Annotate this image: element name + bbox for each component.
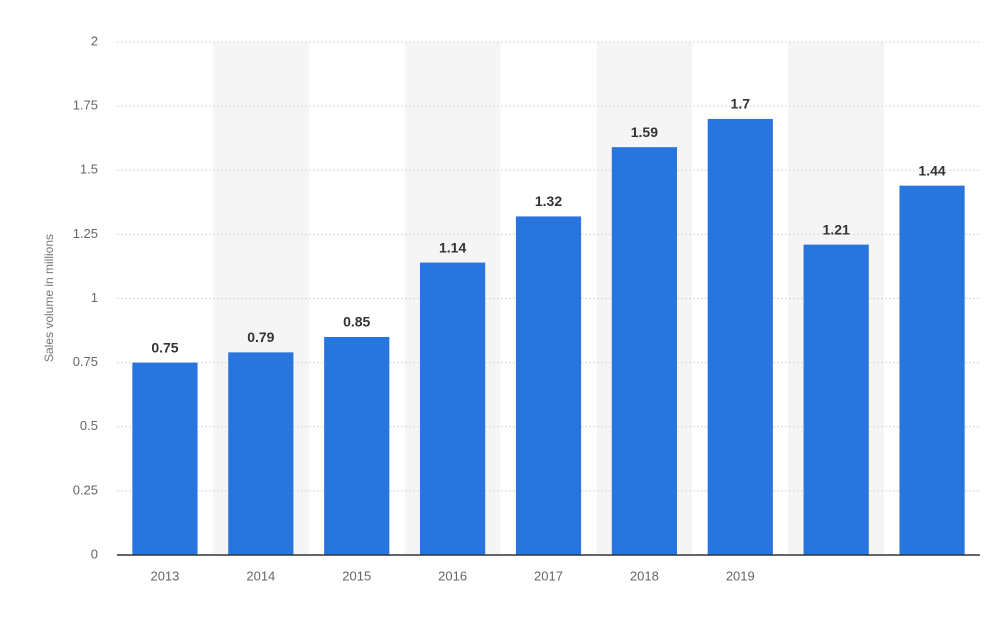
- bar: [803, 244, 869, 555]
- x-tick-label: 2016: [438, 568, 467, 583]
- x-tick-label: 2013: [150, 568, 179, 583]
- x-tick-label: 2019: [726, 568, 755, 583]
- value-label: 0.85: [343, 314, 370, 330]
- y-tick-label: 1.25: [73, 226, 98, 241]
- x-tick-label: 2017: [534, 568, 563, 583]
- y-tick-label: 1.5: [80, 162, 98, 177]
- y-tick-label: 0.75: [73, 354, 98, 369]
- bar: [324, 336, 390, 555]
- value-label: 1.59: [631, 124, 658, 140]
- y-tick-label: 0: [91, 546, 98, 561]
- value-label: 1.7: [731, 96, 751, 112]
- y-tick-label: 1: [91, 290, 98, 305]
- x-tick-label: 2018: [630, 568, 659, 583]
- value-label: 0.79: [247, 329, 274, 345]
- bar: [420, 262, 486, 555]
- value-label: 0.75: [151, 339, 178, 355]
- bar: [228, 352, 294, 555]
- y-tick-label: 0.25: [73, 482, 98, 497]
- y-axis-label: Sales volume in millions: [42, 234, 56, 362]
- x-tick-label: 2014: [246, 568, 275, 583]
- bar: [515, 216, 582, 556]
- bar: [899, 185, 965, 555]
- y-tick-label: 2: [91, 33, 98, 48]
- bar: [707, 118, 773, 555]
- value-label: 1.44: [918, 162, 945, 178]
- y-tick-label: 1.75: [73, 98, 98, 113]
- value-label: 1.14: [439, 239, 466, 255]
- bar: [132, 362, 198, 555]
- value-label: 1.32: [535, 193, 562, 209]
- value-label: 1.21: [823, 221, 850, 237]
- y-tick-label: 0.5: [80, 418, 98, 433]
- bar: [611, 147, 677, 556]
- x-tick-label: 2015: [342, 568, 371, 583]
